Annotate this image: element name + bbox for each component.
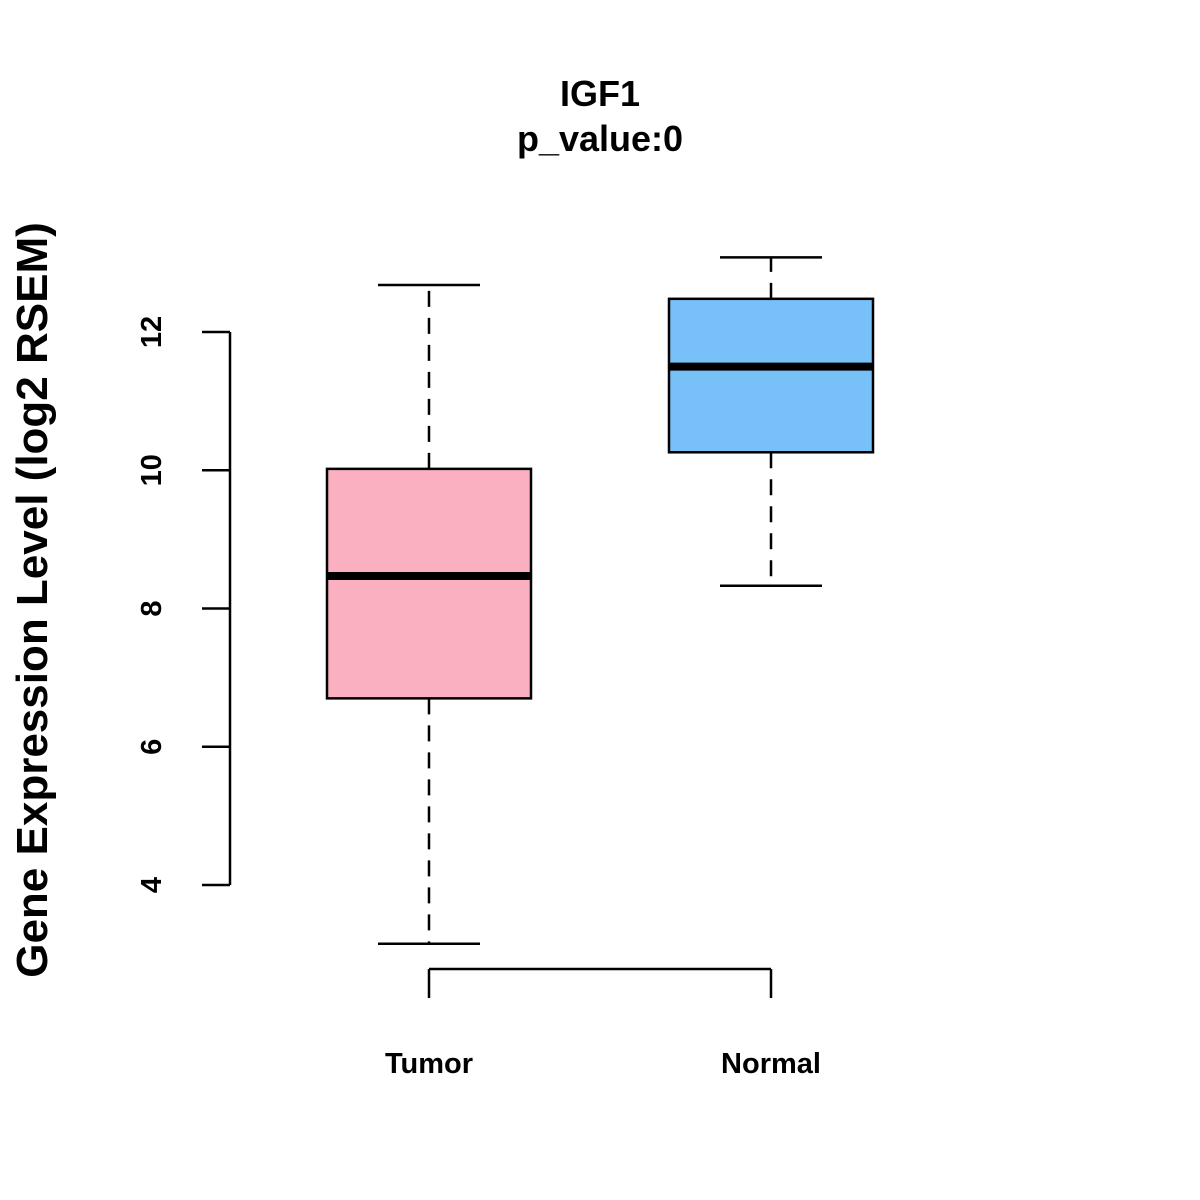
chart-title: IGF1: [560, 73, 640, 114]
x-tick-label: Normal: [721, 1048, 821, 1080]
y-axis-label: Gene Expression Level (log2 RSEM): [8, 222, 57, 978]
box-tumor: [325, 283, 533, 946]
box-normal: [667, 256, 875, 587]
iqr-box: [325, 467, 533, 700]
y-axis: 4 6 8 10 12: [136, 316, 232, 893]
y-tick-label: 8: [136, 600, 168, 616]
y-tick-label: 6: [136, 739, 168, 755]
y-tick-label: 10: [136, 454, 168, 486]
iqr-box: [667, 297, 875, 454]
boxes-group: [325, 256, 875, 946]
x-axis: Tumor Normal: [385, 967, 821, 1080]
x-tick-label: Tumor: [385, 1048, 473, 1080]
y-tick-label: 12: [136, 316, 168, 348]
y-tick-label: 4: [136, 877, 168, 893]
chart-subtitle: p_value:0: [517, 118, 683, 159]
